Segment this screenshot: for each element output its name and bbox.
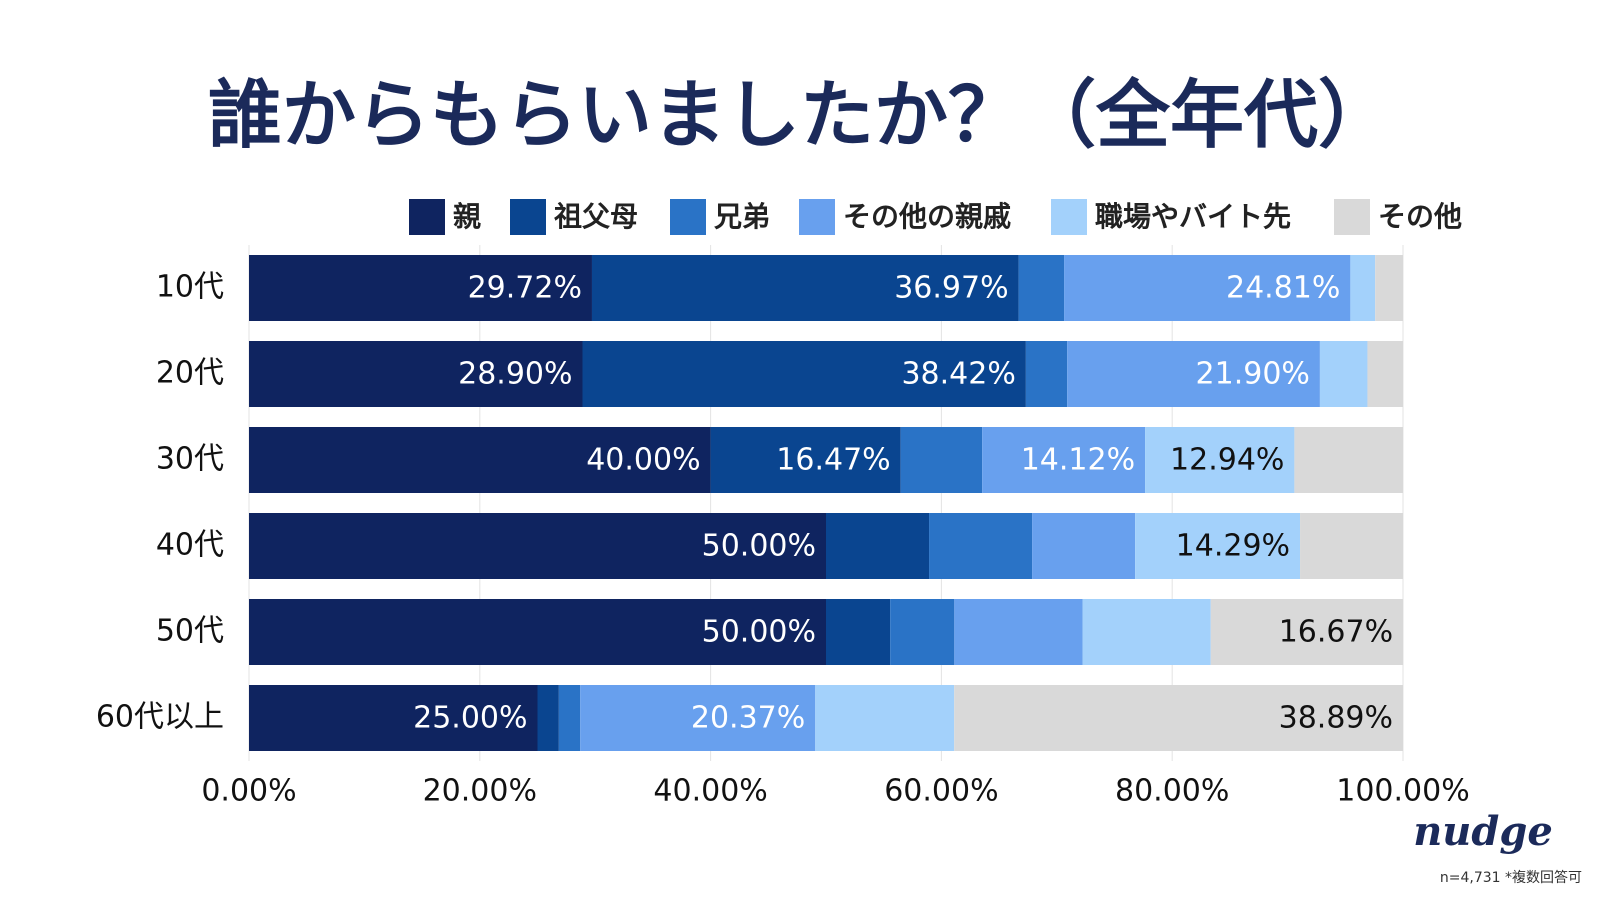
legend-label: その他の親戚 <box>843 200 1011 233</box>
x-tick-label: 60.00% <box>884 774 998 809</box>
bar-segment <box>1319 341 1368 407</box>
y-tick-label: 50代 <box>156 614 224 649</box>
data-label: 36.97% <box>894 271 1008 306</box>
data-label: 21.90% <box>1196 357 1310 392</box>
bar-segment <box>249 599 826 665</box>
bar-segment <box>1375 255 1403 321</box>
x-tick-label: 100.00% <box>1336 774 1469 809</box>
data-label: 16.67% <box>1279 615 1393 650</box>
bar-segment <box>890 599 955 665</box>
bar-segment <box>1350 255 1376 321</box>
bar-segment <box>1210 599 1404 665</box>
y-tick-label: 10代 <box>156 270 224 305</box>
data-label: 24.81% <box>1226 271 1340 306</box>
bar-segment <box>1018 255 1065 321</box>
legend-label: 祖父母 <box>554 200 638 233</box>
data-label: 12.94% <box>1170 443 1284 478</box>
legend-swatch <box>1051 199 1087 235</box>
data-label: 29.72% <box>468 271 582 306</box>
bar-segment <box>1294 427 1403 493</box>
note: n=4,731 *複数回答可 <box>1440 869 1582 886</box>
bar-segment <box>1025 341 1068 407</box>
bar-segment <box>982 427 1146 493</box>
y-tick-label: 20代 <box>156 356 224 391</box>
data-label: 28.90% <box>458 357 572 392</box>
legend-swatch <box>409 199 445 235</box>
x-tick-label: 0.00% <box>201 774 296 809</box>
x-tick-label: 40.00% <box>653 774 767 809</box>
data-label: 14.12% <box>1021 443 1135 478</box>
y-tick-label: 40代 <box>156 528 224 563</box>
bar-segment <box>929 513 1033 579</box>
data-label: 20.37% <box>691 701 805 736</box>
bar-segment <box>710 427 901 493</box>
bar-segment <box>249 513 826 579</box>
data-label: 40.00% <box>586 443 700 478</box>
x-tick-label: 80.00% <box>1115 774 1229 809</box>
legend-swatch <box>1334 199 1370 235</box>
bar-segment <box>1032 513 1136 579</box>
x-tick-label: 20.00% <box>423 774 537 809</box>
bar-segment <box>249 255 592 321</box>
data-label: 14.29% <box>1176 529 1290 564</box>
data-label: 50.00% <box>702 529 816 564</box>
chart-title: 誰からもらいましたか？（全年代） <box>208 73 1392 159</box>
y-tick-label: 60代以上 <box>96 700 224 735</box>
logo: nudge <box>1413 808 1553 855</box>
bar-segment <box>1367 341 1403 407</box>
legend-swatch <box>670 199 706 235</box>
bar-segment <box>582 341 1026 407</box>
legend-swatch <box>510 199 546 235</box>
bar-segment <box>558 685 581 751</box>
bar-segment <box>1300 513 1403 579</box>
bar-segment <box>1064 255 1351 321</box>
bar-segment <box>826 513 930 579</box>
data-label: 25.00% <box>413 701 527 736</box>
data-label: 38.42% <box>901 357 1015 392</box>
legend-label: 親 <box>453 200 481 233</box>
bar-segment <box>900 427 983 493</box>
legend-label: 兄弟 <box>714 200 770 233</box>
data-label: 16.47% <box>776 443 890 478</box>
bar-segment <box>815 685 955 751</box>
data-label: 50.00% <box>702 615 816 650</box>
legend-swatch <box>799 199 835 235</box>
legend-label: 職場やバイト先 <box>1095 200 1291 233</box>
data-label: 38.89% <box>1279 701 1393 736</box>
bar-segment <box>1082 599 1211 665</box>
bar-segment <box>580 685 816 751</box>
bar-segment <box>591 255 1019 321</box>
bar-segment <box>537 685 559 751</box>
bar-segment <box>249 427 711 493</box>
bar-segment <box>954 685 1403 751</box>
bar-segment <box>1145 427 1295 493</box>
bar-segment <box>1067 341 1320 407</box>
bar-segment <box>249 341 583 407</box>
bar-segment <box>826 599 891 665</box>
bar-segment <box>1135 513 1301 579</box>
y-tick-label: 30代 <box>156 442 224 477</box>
bar-segment <box>249 685 538 751</box>
bar-segment <box>954 599 1083 665</box>
legend-label: その他 <box>1378 200 1462 233</box>
